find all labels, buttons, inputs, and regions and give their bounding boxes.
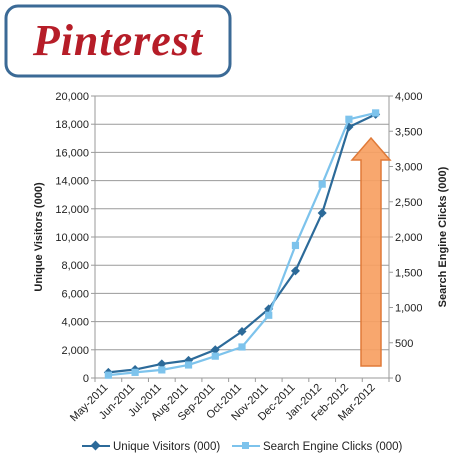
left-tick-label: 18,000 bbox=[55, 119, 89, 131]
legend: Unique Visitors (000) Search Engine Clic… bbox=[82, 440, 403, 453]
growth-arrow bbox=[350, 136, 392, 367]
left-tick-label: 8,000 bbox=[61, 260, 89, 272]
right-tick-label: 1,000 bbox=[395, 303, 423, 315]
data-point bbox=[372, 109, 380, 117]
left-tick-label: 16,000 bbox=[55, 147, 89, 159]
series-search-engine-clicks bbox=[104, 109, 380, 379]
series-unique-visitors bbox=[103, 109, 381, 377]
data-point bbox=[318, 180, 326, 188]
left-tick-label: 6,000 bbox=[61, 288, 89, 300]
data-point bbox=[158, 366, 166, 374]
data-point bbox=[211, 352, 219, 360]
data-point bbox=[291, 241, 300, 250]
left-tick-label: 10,000 bbox=[55, 232, 89, 244]
series-layer bbox=[103, 109, 381, 379]
left-tick-label: 2,000 bbox=[61, 345, 89, 357]
data-point bbox=[157, 359, 167, 369]
right-tick-label: 4,000 bbox=[395, 91, 423, 103]
left-axis-title: Unique Visitors (000) bbox=[33, 182, 45, 292]
data-point bbox=[210, 345, 220, 355]
right-tick-label: 1,500 bbox=[395, 267, 423, 279]
right-tick-label: 2,000 bbox=[395, 232, 423, 244]
x-axis-ticks: May-2011Jun-2011Jul-2011Aug-2011Sep-2011… bbox=[68, 378, 390, 424]
right-axis-title: Search Engine Clicks (000) bbox=[437, 166, 449, 307]
legend-marker-clicks bbox=[242, 442, 249, 449]
data-point bbox=[265, 311, 273, 319]
legend-label-clicks: Search Engine Clicks (000) bbox=[263, 441, 403, 453]
growth-arrow-shape bbox=[350, 136, 392, 367]
right-tick-label: 0 bbox=[395, 373, 401, 385]
right-tick-label: 2,500 bbox=[395, 197, 423, 209]
grid bbox=[95, 123, 389, 351]
right-tick-label: 500 bbox=[395, 338, 413, 350]
left-tick-label: 12,000 bbox=[55, 204, 89, 216]
right-tick-label: 3,500 bbox=[395, 126, 423, 138]
data-point bbox=[238, 343, 246, 351]
pinterest-logo: Pinterest bbox=[4, 4, 232, 78]
data-point bbox=[104, 371, 112, 379]
legend-marker-visitors bbox=[90, 440, 101, 451]
logo-text: Pinterest bbox=[32, 16, 204, 65]
data-point bbox=[237, 326, 247, 336]
left-tick-label: 4,000 bbox=[61, 317, 89, 329]
data-point bbox=[184, 361, 193, 369]
left-tick-label: 14,000 bbox=[55, 176, 89, 188]
right-axis-ticks: 0 500 1,000 1,500 2,000 2,500 3,000 3,500 4,000 bbox=[389, 91, 423, 385]
left-axis-ticks: 0 2,000 4,000 6,000 8,000 10,000 12,000 14,000 1… bbox=[55, 91, 95, 385]
right-tick-label: 3,000 bbox=[395, 162, 423, 174]
data-point bbox=[131, 368, 139, 376]
legend-label-visitors: Unique Visitors (000) bbox=[113, 441, 220, 453]
data-point bbox=[317, 208, 327, 218]
left-tick-label: 0 bbox=[83, 373, 89, 385]
logo-frame bbox=[4, 4, 232, 78]
left-tick-label: 20,000 bbox=[55, 91, 89, 103]
data-point bbox=[345, 115, 353, 123]
